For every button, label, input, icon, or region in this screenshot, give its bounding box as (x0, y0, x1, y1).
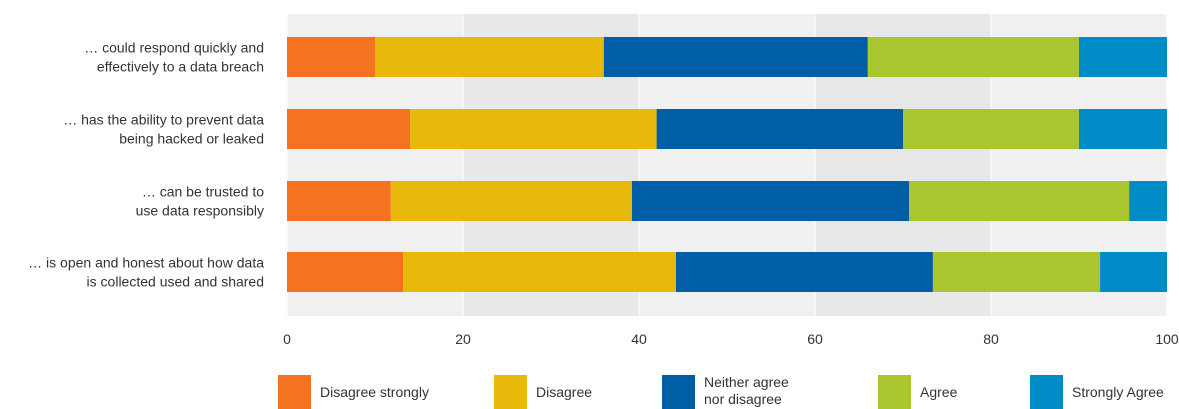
bar-segment-1-row-2 (287, 109, 411, 149)
legend-swatch (1030, 375, 1063, 409)
category-label: … has the ability to prevent data (63, 112, 264, 128)
bar-segment-1-row-3 (287, 181, 391, 221)
bar-segment-5-row-4 (1100, 252, 1167, 292)
legend-label: Neither agree nor disagree (704, 374, 789, 407)
bar-segment-2-row-2 (410, 109, 657, 149)
category-label: is collected used and shared (87, 274, 264, 290)
bar-segment-3-row-1 (603, 37, 868, 77)
category-label: effectively to a data breach (97, 59, 264, 75)
legend-label: Agree (920, 384, 958, 400)
legend-swatch (662, 375, 695, 409)
x-tick-label: 40 (631, 331, 647, 347)
bar-segment-2-row-1 (375, 37, 604, 77)
bar-segment-5-row-1 (1079, 37, 1167, 77)
bar-segment-4-row-4 (932, 252, 1101, 292)
bar-segment-2-row-3 (390, 181, 632, 221)
bar-segment-3-row-2 (656, 109, 903, 149)
x-tick-label: 20 (455, 331, 471, 347)
bar-segment-1-row-4 (287, 252, 404, 292)
x-tick-label: 0 (283, 331, 291, 347)
x-tick-label: 100 (1155, 331, 1179, 347)
x-tick-label: 60 (807, 331, 823, 347)
legend-swatch (278, 375, 311, 409)
legend: Disagree strongly Disagree Neither agree no… (278, 374, 1164, 409)
category-label: … can be trusted to (142, 184, 264, 200)
bar-segment-3-row-4 (675, 252, 933, 292)
bar-segment-4-row-1 (867, 37, 1079, 77)
bar-segment-2-row-4 (403, 252, 676, 292)
category-label: being hacked or leaked (119, 131, 264, 147)
bar-segment-1-row-1 (287, 37, 375, 77)
bar-segment-4-row-2 (903, 109, 1079, 149)
x-axis-ticks: 0 20 40 60 80 100 (283, 331, 1179, 347)
bar-layer (287, 37, 1167, 292)
legend-swatch (494, 375, 527, 409)
bar-segment-3-row-3 (631, 181, 910, 221)
bar-segment-5-row-2 (1079, 109, 1167, 149)
legend-swatch (878, 375, 911, 409)
x-tick-label: 80 (983, 331, 999, 347)
legend-label: Disagree strongly (320, 384, 429, 400)
bar-segment-4-row-3 (909, 181, 1130, 221)
category-label: use data responsibly (136, 203, 264, 219)
category-labels: … could respond quickly and effectively t… (28, 40, 264, 290)
bar-segment-5-row-3 (1129, 181, 1167, 221)
legend-label: Disagree (536, 384, 592, 400)
category-label: … is open and honest about how data (28, 255, 264, 271)
category-label: … could respond quickly and (84, 40, 264, 56)
legend-label: Strongly Agree (1072, 384, 1164, 400)
